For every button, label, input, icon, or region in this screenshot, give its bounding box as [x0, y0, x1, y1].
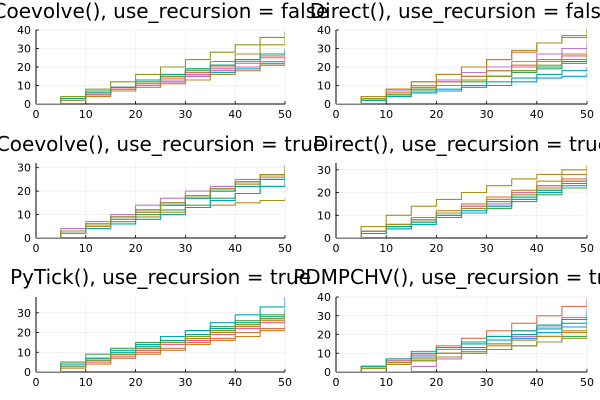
x-tick-label: 40 [228, 108, 242, 121]
y-tick-label: 0 [324, 366, 331, 379]
subplot-6: 0 10 20 30 40 50 0 10 20 30 40 PDMPCHV(), use_recur… [293, 265, 600, 389]
y-tick-label: 0 [24, 366, 31, 379]
series-line-6 [36, 297, 285, 372]
x-tick-label: 50 [580, 242, 594, 255]
y-tick-label: 10 [17, 346, 31, 359]
y-tick-label: 10 [317, 209, 331, 222]
x-tick-label: 20 [129, 108, 143, 121]
x-tick-label: 30 [480, 376, 494, 389]
series-line-8 [336, 48, 587, 104]
x-tick-label: 30 [178, 108, 192, 121]
x-tick-label: 0 [33, 242, 40, 255]
x-tick-label: 30 [178, 376, 192, 389]
x-tick-label: 50 [278, 108, 292, 121]
x-tick-label: 0 [333, 242, 340, 255]
y-tick-label: 30 [17, 307, 31, 320]
y-tick-label: 30 [17, 162, 31, 175]
x-tick-label: 10 [379, 376, 393, 389]
x-tick-label: 50 [278, 376, 292, 389]
series-line-10 [36, 312, 285, 372]
series-line-5 [336, 165, 587, 238]
x-tick-label: 30 [480, 242, 494, 255]
subplot-title: Coevolve(), use_recursion = false [0, 0, 328, 23]
y-tick-label: 0 [324, 98, 331, 111]
series-line-8 [36, 326, 285, 372]
y-tick-label: 40 [317, 24, 331, 37]
series-line-10 [36, 167, 285, 238]
x-tick-label: 10 [379, 108, 393, 121]
x-tick-label: 10 [79, 108, 93, 121]
subplot-5: 0 10 20 30 40 50 0 10 20 30 PyTick(), use_recursio… [10, 265, 311, 389]
subplot-title: Direct(), use_recursion = false [310, 0, 600, 23]
subplot-4: 0 10 20 30 40 50 0 10 20 30 Direct(), use_recursio… [313, 132, 600, 255]
x-tick-label: 50 [580, 108, 594, 121]
y-tick-label: 20 [17, 185, 31, 198]
subplot-title: PDMPCHV(), use_recursion = true [293, 265, 600, 289]
x-tick-label: 0 [333, 108, 340, 121]
y-tick-label: 20 [317, 187, 331, 200]
x-tick-label: 0 [333, 376, 340, 389]
x-tick-label: 20 [429, 108, 443, 121]
y-tick-label: 10 [17, 80, 31, 93]
x-tick-label: 40 [530, 242, 544, 255]
y-tick-label: 30 [317, 43, 331, 56]
y-tick-label: 20 [317, 329, 331, 342]
subplot-3: 0 10 20 30 40 50 0 10 20 30 Coevolve(), use_recurs… [0, 132, 325, 255]
y-tick-label: 20 [317, 61, 331, 74]
x-tick-label: 20 [429, 242, 443, 255]
x-tick-label: 40 [530, 108, 544, 121]
x-tick-label: 30 [178, 242, 192, 255]
series-line-2 [336, 28, 587, 104]
x-tick-label: 40 [530, 376, 544, 389]
y-tick-label: 20 [17, 61, 31, 74]
x-tick-label: 0 [33, 376, 40, 389]
series-line-8 [336, 327, 587, 372]
series-line-9 [36, 50, 285, 104]
y-tick-label: 20 [17, 327, 31, 340]
y-tick-label: 30 [317, 310, 331, 323]
y-tick-label: 30 [17, 43, 31, 56]
series-line-8 [336, 167, 587, 238]
x-tick-label: 50 [278, 242, 292, 255]
x-tick-label: 50 [580, 376, 594, 389]
series-line-9 [336, 313, 587, 372]
series-line-10 [336, 334, 587, 372]
y-tick-label: 0 [24, 98, 31, 111]
subplot-title: Coevolve(), use_recursion = true [0, 132, 325, 156]
x-tick-label: 40 [228, 242, 242, 255]
x-tick-label: 10 [379, 242, 393, 255]
series-line-8 [36, 61, 285, 104]
x-tick-label: 10 [79, 242, 93, 255]
x-tick-label: 0 [33, 108, 40, 121]
x-tick-label: 20 [129, 242, 143, 255]
y-tick-label: 0 [24, 232, 31, 245]
y-tick-label: 0 [324, 232, 331, 245]
subplot-title: Direct(), use_recursion = true [313, 132, 600, 156]
subplot-title: PyTick(), use_recursion = true [10, 265, 311, 289]
series-line-10 [336, 178, 587, 238]
x-tick-label: 20 [129, 376, 143, 389]
x-tick-label: 20 [429, 376, 443, 389]
series-line-10 [36, 31, 285, 104]
series-line-2 [336, 298, 587, 372]
x-tick-label: 40 [228, 376, 242, 389]
y-tick-label: 10 [317, 347, 331, 360]
series-line-10 [336, 54, 587, 104]
y-tick-label: 40 [17, 24, 31, 37]
y-tick-label: 40 [317, 291, 331, 304]
y-tick-label: 30 [317, 164, 331, 177]
y-tick-label: 10 [317, 80, 331, 93]
x-tick-label: 10 [79, 376, 93, 389]
y-tick-label: 10 [17, 209, 31, 222]
x-tick-label: 30 [480, 108, 494, 121]
